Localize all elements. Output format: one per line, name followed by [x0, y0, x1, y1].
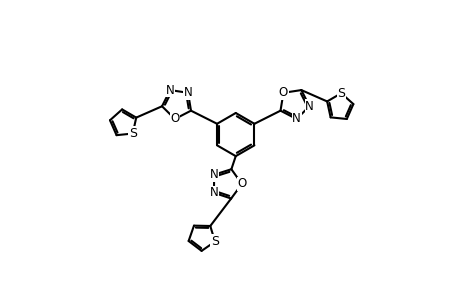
Text: O: O	[278, 86, 287, 99]
Text: N: N	[291, 112, 300, 125]
Text: S: S	[336, 87, 344, 100]
Text: N: N	[183, 86, 192, 99]
Text: N: N	[165, 84, 174, 97]
Text: O: O	[170, 112, 179, 125]
Text: N: N	[304, 100, 313, 113]
Text: N: N	[209, 186, 218, 199]
Text: S: S	[129, 127, 136, 140]
Text: O: O	[237, 178, 246, 190]
Text: S: S	[211, 235, 218, 248]
Text: N: N	[209, 168, 218, 181]
